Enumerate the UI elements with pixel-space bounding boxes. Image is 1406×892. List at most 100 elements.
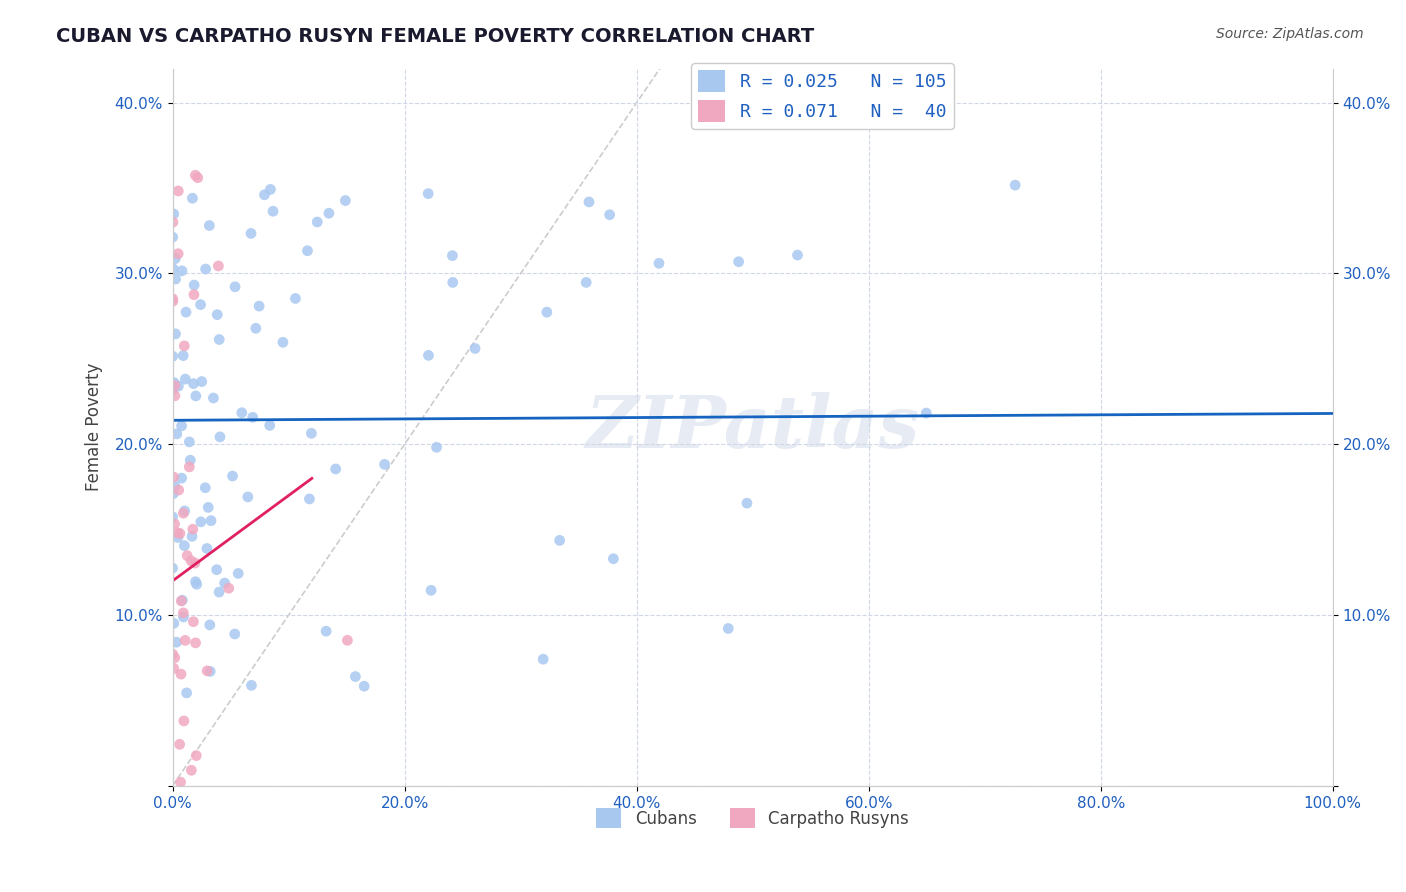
Cubans	[307, 215, 329, 229]
Carpatho Rusyns	[179, 459, 201, 474]
Carpatho Rusyns	[163, 378, 186, 392]
Cubans	[162, 561, 184, 575]
Carpatho Rusyns	[167, 184, 190, 198]
Cubans	[176, 686, 198, 700]
Cubans	[173, 539, 195, 553]
Cubans	[172, 593, 194, 607]
Cubans	[418, 186, 440, 201]
Cubans	[240, 227, 263, 241]
Cubans	[173, 504, 195, 518]
Cubans	[167, 379, 190, 393]
Carpatho Rusyns	[184, 168, 207, 182]
Cubans	[198, 665, 221, 679]
Carpatho Rusyns	[162, 215, 184, 229]
Cubans	[441, 249, 464, 263]
Cubans	[163, 207, 186, 221]
Cubans	[183, 278, 205, 293]
Cubans	[727, 254, 749, 268]
Cubans	[197, 500, 219, 515]
Cubans	[915, 406, 938, 420]
Cubans	[259, 418, 281, 433]
Cubans	[166, 426, 188, 441]
Carpatho Rusyns	[170, 667, 193, 681]
Cubans	[325, 462, 347, 476]
Carpatho Rusyns	[169, 526, 191, 541]
Cubans	[179, 453, 201, 467]
Carpatho Rusyns	[162, 647, 184, 661]
Cubans	[240, 678, 263, 692]
Cubans	[170, 418, 193, 433]
Carpatho Rusyns	[180, 554, 202, 568]
Cubans	[245, 321, 267, 335]
Cubans	[1004, 178, 1026, 193]
Cubans	[184, 389, 207, 403]
Cubans	[374, 458, 396, 472]
Carpatho Rusyns	[183, 615, 205, 629]
Cubans	[166, 635, 188, 649]
Cubans	[578, 194, 600, 209]
Carpatho Rusyns	[163, 661, 186, 675]
Cubans	[165, 272, 187, 286]
Cubans	[262, 204, 284, 219]
Cubans	[418, 348, 440, 362]
Cubans	[162, 383, 184, 397]
Cubans	[575, 276, 598, 290]
Cubans	[318, 206, 340, 220]
Carpatho Rusyns	[163, 650, 186, 665]
Cubans	[425, 440, 447, 454]
Cubans	[208, 430, 231, 444]
Carpatho Rusyns	[174, 633, 197, 648]
Carpatho Rusyns	[162, 292, 184, 306]
Carpatho Rusyns	[181, 522, 204, 536]
Cubans	[259, 182, 281, 196]
Cubans	[464, 342, 486, 356]
Text: ZIPatlas: ZIPatlas	[586, 392, 920, 463]
Y-axis label: Female Poverty: Female Poverty	[86, 363, 103, 491]
Cubans	[231, 406, 253, 420]
Cubans	[172, 349, 194, 363]
Cubans	[162, 486, 184, 500]
Carpatho Rusyns	[167, 246, 190, 260]
Cubans	[190, 375, 212, 389]
Cubans	[162, 262, 184, 277]
Carpatho Rusyns	[172, 506, 194, 520]
Carpatho Rusyns	[173, 714, 195, 728]
Carpatho Rusyns	[180, 764, 202, 778]
Carpatho Rusyns	[166, 525, 188, 540]
Cubans	[181, 191, 204, 205]
Carpatho Rusyns	[163, 516, 186, 531]
Cubans	[648, 256, 671, 270]
Carpatho Rusyns	[184, 636, 207, 650]
Cubans	[271, 335, 294, 350]
Cubans	[536, 305, 558, 319]
Cubans	[599, 208, 621, 222]
Cubans	[602, 551, 624, 566]
Cubans	[224, 627, 246, 641]
Carpatho Rusyns	[183, 287, 205, 301]
Text: CUBAN VS CARPATHO RUSYN FEMALE POVERTY CORRELATION CHART: CUBAN VS CARPATHO RUSYN FEMALE POVERTY C…	[56, 27, 814, 45]
Cubans	[214, 576, 236, 591]
Carpatho Rusyns	[167, 483, 190, 497]
Cubans	[253, 187, 276, 202]
Cubans	[298, 491, 321, 506]
Cubans	[247, 299, 270, 313]
Carpatho Rusyns	[336, 633, 359, 648]
Cubans	[162, 230, 184, 244]
Cubans	[181, 529, 204, 543]
Cubans	[165, 252, 187, 266]
Cubans	[174, 305, 197, 319]
Cubans	[174, 372, 197, 386]
Carpatho Rusyns	[163, 389, 186, 403]
Cubans	[170, 264, 193, 278]
Cubans	[163, 616, 186, 631]
Cubans	[186, 577, 208, 591]
Cubans	[735, 496, 758, 510]
Cubans	[221, 469, 243, 483]
Carpatho Rusyns	[173, 339, 195, 353]
Cubans	[162, 349, 184, 363]
Carpatho Rusyns	[176, 549, 198, 563]
Cubans	[548, 533, 571, 548]
Cubans	[165, 326, 187, 341]
Carpatho Rusyns	[170, 594, 193, 608]
Cubans	[163, 479, 186, 493]
